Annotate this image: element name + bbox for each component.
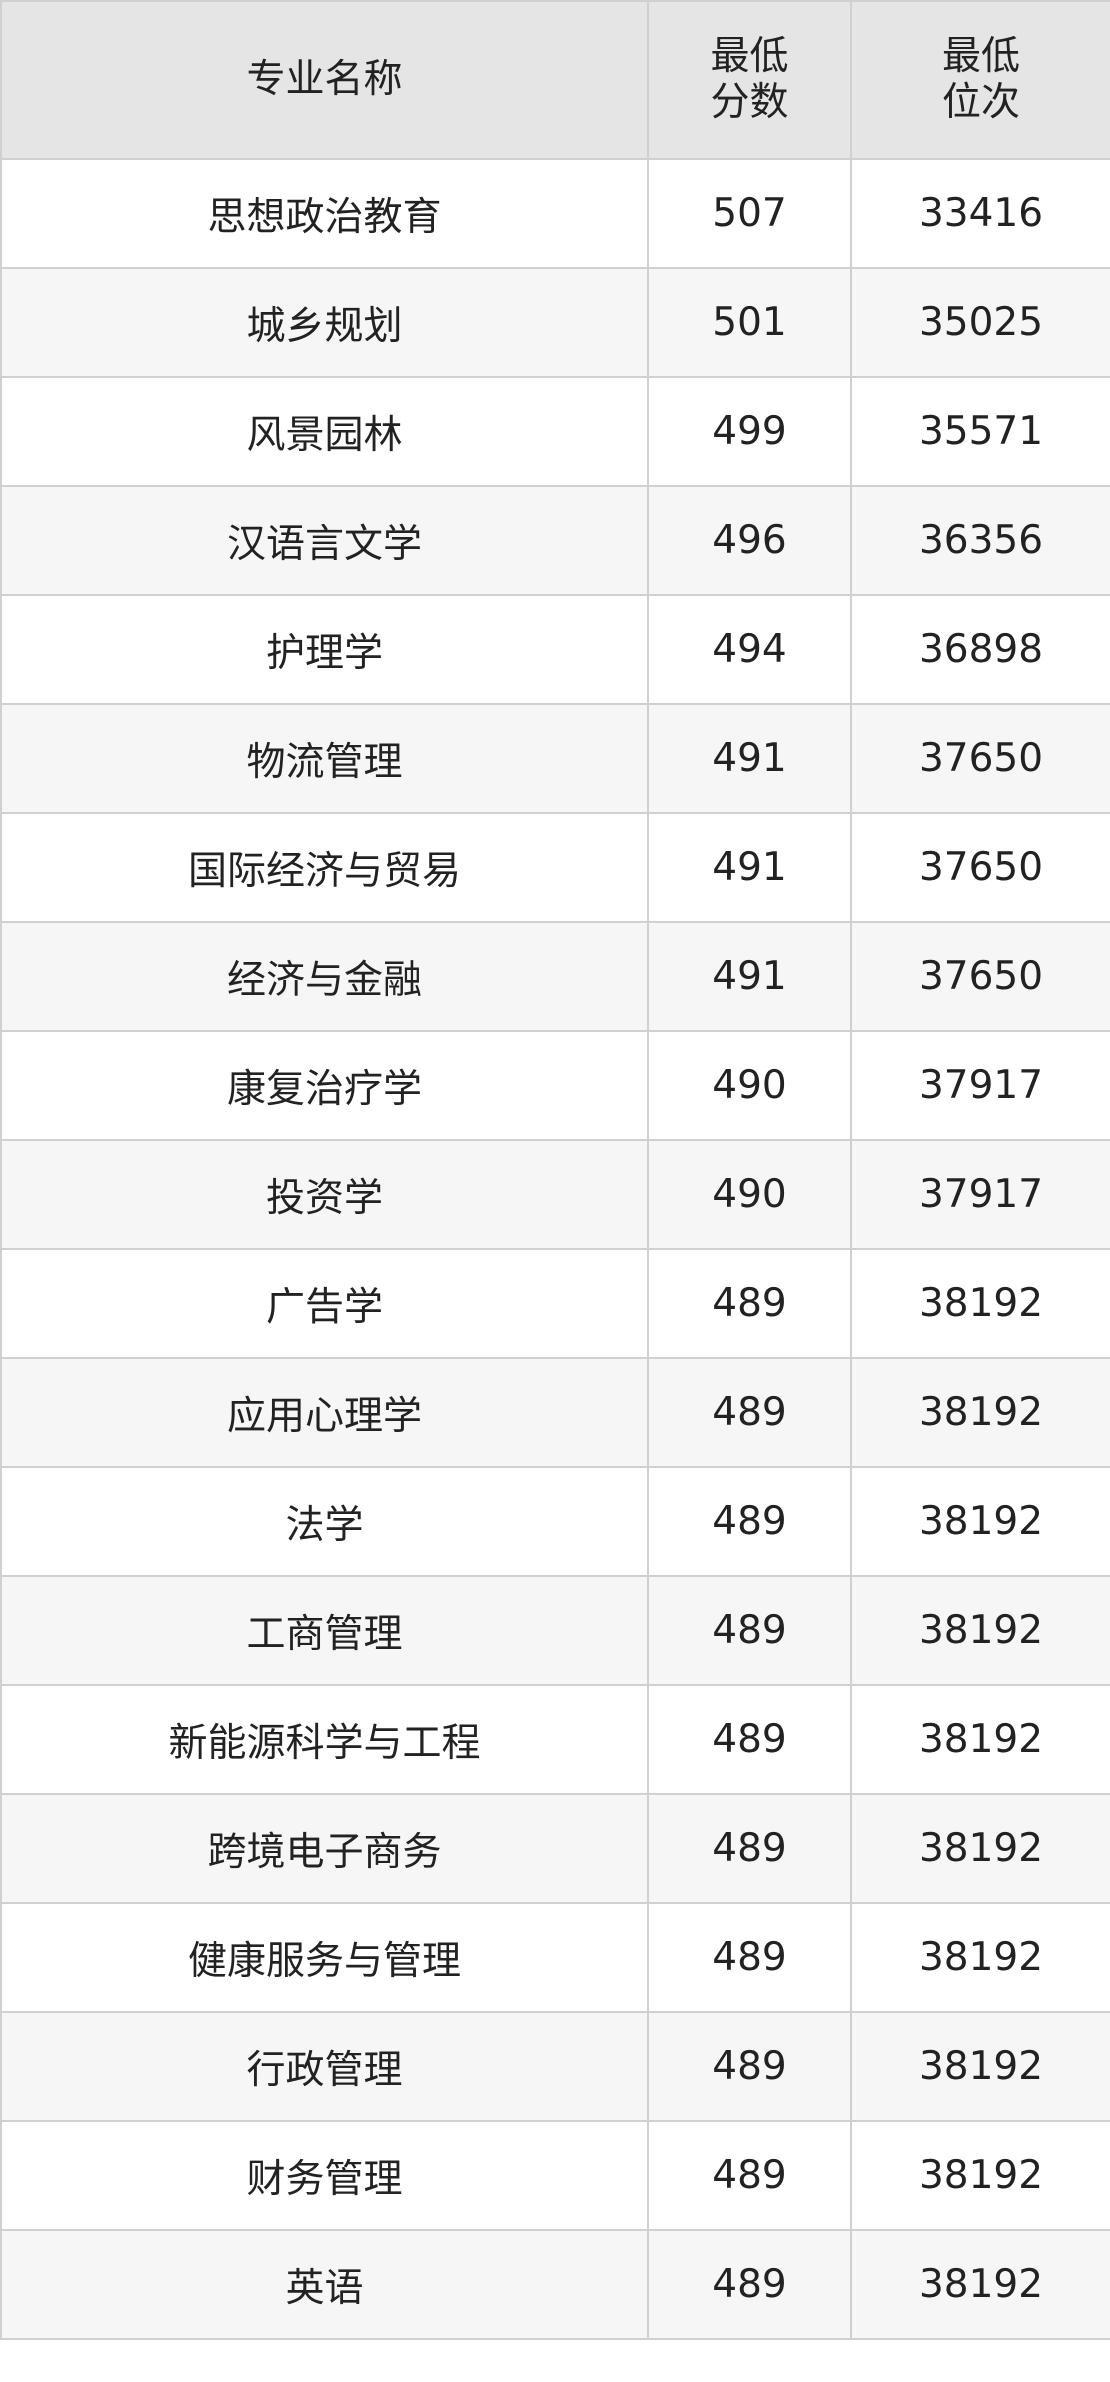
major-name: 康复治疗学	[0, 1030, 649, 1141]
major-name: 新能源科学与工程	[0, 1684, 649, 1795]
min-rank: 38192	[850, 1575, 1110, 1686]
major-name: 风景园林	[0, 376, 649, 487]
header-row: 专业名称 最低 分数 最低 位次	[0, 0, 1110, 160]
major-name: 护理学	[0, 594, 649, 705]
major-name: 汉语言文学	[0, 485, 649, 596]
table-row: 风景园林 499 35571	[0, 376, 1110, 487]
table-row: 广告学 489 38192	[0, 1248, 1110, 1359]
major-name: 应用心理学	[0, 1357, 649, 1468]
min-score: 489	[647, 1248, 852, 1359]
min-score: 489	[647, 1575, 852, 1686]
min-rank: 38192	[850, 1357, 1110, 1468]
min-score: 494	[647, 594, 852, 705]
min-rank: 38192	[850, 2011, 1110, 2122]
min-score: 489	[647, 2011, 852, 2122]
min-rank: 38192	[850, 2229, 1110, 2340]
table-row: 国际经济与贸易 491 37650	[0, 812, 1110, 923]
header-cell: 最低 分数	[647, 0, 852, 160]
min-score: 501	[647, 267, 852, 378]
major-name: 法学	[0, 1466, 649, 1577]
min-score: 489	[647, 2120, 852, 2231]
table-row: 英语 489 38192	[0, 2229, 1110, 2340]
min-rank: 38192	[850, 1793, 1110, 1904]
major-name: 经济与金融	[0, 921, 649, 1032]
table-row: 物流管理 491 37650	[0, 703, 1110, 814]
major-name: 城乡规划	[0, 267, 649, 378]
table-row: 汉语言文学 496 36356	[0, 485, 1110, 596]
major-name: 英语	[0, 2229, 649, 2340]
min-score: 499	[647, 376, 852, 487]
major-name: 投资学	[0, 1139, 649, 1250]
header-line: 分数	[710, 80, 789, 125]
table-body: 思想政治教育 507 33416 城乡规划 501 35025 风景园林 499 35571 汉语…	[0, 158, 1110, 2340]
table-row: 经济与金融 491 37650	[0, 921, 1110, 1032]
table-row: 法学 489 38192	[0, 1466, 1110, 1577]
min-score: 507	[647, 158, 852, 269]
min-rank: 36898	[850, 594, 1110, 705]
major-name: 跨境电子商务	[0, 1793, 649, 1904]
major-name: 行政管理	[0, 2011, 649, 2122]
table-row: 护理学 494 36898	[0, 594, 1110, 705]
min-rank: 37917	[850, 1030, 1110, 1141]
major-name: 国际经济与贸易	[0, 812, 649, 923]
table-row: 投资学 490 37917	[0, 1139, 1110, 1250]
min-score: 496	[647, 485, 852, 596]
min-score: 491	[647, 921, 852, 1032]
major-name: 物流管理	[0, 703, 649, 814]
table-row: 新能源科学与工程 489 38192	[0, 1684, 1110, 1795]
table-row: 思想政治教育 507 33416	[0, 158, 1110, 269]
table-row: 财务管理 489 38192	[0, 2120, 1110, 2231]
min-rank: 37917	[850, 1139, 1110, 1250]
min-rank: 38192	[850, 1684, 1110, 1795]
header-line: 位次	[941, 80, 1020, 125]
major-name: 广告学	[0, 1248, 649, 1359]
table-row: 康复治疗学 490 37917	[0, 1030, 1110, 1141]
major-name: 工商管理	[0, 1575, 649, 1686]
header-line: 最低	[710, 34, 789, 79]
table-row: 应用心理学 489 38192	[0, 1357, 1110, 1468]
min-rank: 36356	[850, 485, 1110, 596]
min-score: 489	[647, 1466, 852, 1577]
min-rank: 38192	[850, 2120, 1110, 2231]
table-row: 工商管理 489 38192	[0, 1575, 1110, 1686]
min-rank: 35025	[850, 267, 1110, 378]
min-rank: 37650	[850, 921, 1110, 1032]
table-row: 健康服务与管理 489 38192	[0, 1902, 1110, 2013]
table-row: 跨境电子商务 489 38192	[0, 1793, 1110, 1904]
major-name: 财务管理	[0, 2120, 649, 2231]
min-score: 489	[647, 1902, 852, 2013]
min-rank: 38192	[850, 1902, 1110, 2013]
min-score: 489	[647, 1793, 852, 1904]
min-score: 490	[647, 1030, 852, 1141]
min-score: 489	[647, 1684, 852, 1795]
min-score: 491	[647, 812, 852, 923]
min-score: 489	[647, 2229, 852, 2340]
table-header: 专业名称 最低 分数 最低 位次	[0, 0, 1110, 160]
min-rank: 38192	[850, 1248, 1110, 1359]
header-line: 最低	[941, 34, 1020, 79]
major-name: 思想政治教育	[0, 158, 649, 269]
min-rank: 37650	[850, 703, 1110, 814]
min-score: 489	[647, 1357, 852, 1468]
major-name: 健康服务与管理	[0, 1902, 649, 2013]
min-score: 491	[647, 703, 852, 814]
table-row: 城乡规划 501 35025	[0, 267, 1110, 378]
header-cell: 最低 位次	[850, 0, 1110, 160]
min-rank: 37650	[850, 812, 1110, 923]
header-cell: 专业名称	[0, 0, 649, 160]
min-rank: 33416	[850, 158, 1110, 269]
min-rank: 35571	[850, 376, 1110, 487]
table-row: 行政管理 489 38192	[0, 2011, 1110, 2122]
min-rank: 38192	[850, 1466, 1110, 1577]
min-score: 490	[647, 1139, 852, 1250]
